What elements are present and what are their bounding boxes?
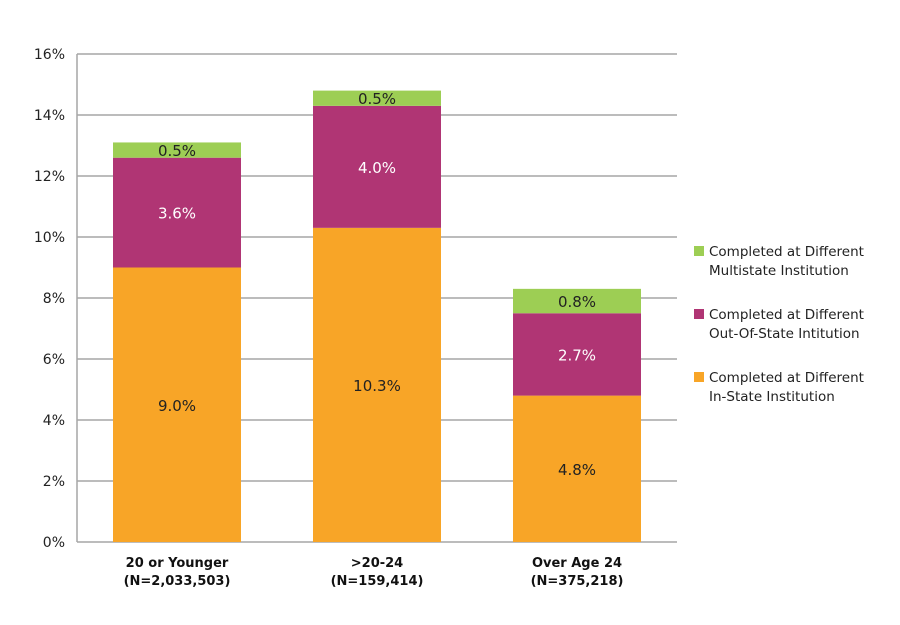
- y-tick-label: 10%: [34, 230, 65, 246]
- x-tick-label: (N=375,218): [531, 574, 624, 589]
- data-label: 10.3%: [353, 377, 401, 395]
- legend-label: Out-Of-State Intitution: [709, 326, 860, 342]
- legend-label: Multistate Institution: [709, 263, 849, 279]
- bar-segment: [113, 142, 241, 158]
- bar-segment: [113, 267, 241, 542]
- x-tick-label: (N=2,033,503): [124, 574, 231, 589]
- y-tick-label: 14%: [34, 108, 65, 124]
- bar-segment: [113, 157, 241, 268]
- data-label: 9.0%: [158, 397, 196, 415]
- data-label: 4.8%: [558, 461, 596, 479]
- data-label: 0.8%: [558, 293, 596, 311]
- bar-segment: [313, 227, 441, 542]
- y-tick-label: 6%: [43, 352, 65, 368]
- legend-swatch: [694, 372, 704, 382]
- y-tick-label: 0%: [43, 535, 65, 551]
- y-tick-label: 2%: [43, 474, 65, 490]
- data-label: 3.6%: [158, 205, 196, 223]
- x-tick-label: >20-24: [351, 556, 403, 571]
- legend-label: Completed at Different: [709, 370, 864, 386]
- legend-swatch: [694, 246, 704, 256]
- x-tick-label: (N=159,414): [331, 574, 424, 589]
- y-tick-label: 8%: [43, 291, 65, 307]
- legend-label: Completed at Different: [709, 244, 864, 260]
- legend-swatch: [694, 309, 704, 319]
- bar-segment: [313, 90, 441, 106]
- data-label: 4.0%: [358, 159, 396, 177]
- legend-label: In-State Institution: [709, 389, 835, 405]
- y-tick-label: 4%: [43, 413, 65, 429]
- bar-segment: [513, 395, 641, 542]
- x-tick-label: Over Age 24: [532, 556, 622, 571]
- legend-label: Completed at Different: [709, 307, 864, 323]
- y-tick-label: 12%: [34, 169, 65, 185]
- data-label: 2.7%: [558, 346, 596, 364]
- bar-segment: [513, 288, 641, 314]
- y-tick-label: 16%: [34, 47, 65, 63]
- bar-segment: [513, 313, 641, 396]
- x-tick-label: 20 or Younger: [126, 556, 229, 571]
- bar-segment: [313, 105, 441, 228]
- data-label: 0.5%: [158, 142, 196, 160]
- data-label: 0.5%: [358, 90, 396, 108]
